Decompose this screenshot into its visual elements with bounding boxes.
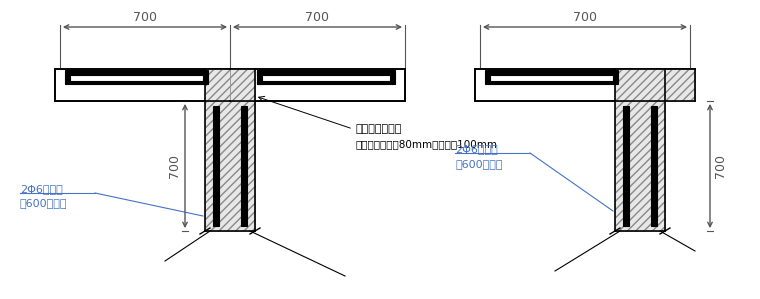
Text: 每600设一道: 每600设一道 — [455, 159, 502, 169]
Bar — [205, 101, 255, 231]
Bar — [475, 69, 695, 101]
Bar — [257, 70, 390, 75]
Text: 2Φ6沿墙高: 2Φ6沿墙高 — [455, 144, 498, 154]
Text: 700: 700 — [133, 11, 157, 24]
Bar — [65, 70, 70, 84]
Bar — [390, 70, 395, 84]
Text: 700: 700 — [168, 154, 181, 178]
Bar — [230, 69, 405, 101]
Text: 拉结筋植入深度80mm，配筋带100mm: 拉结筋植入深度80mm，配筋带100mm — [355, 139, 497, 149]
Bar — [230, 69, 255, 101]
Bar — [485, 70, 490, 84]
Bar — [613, 70, 618, 84]
Bar — [623, 106, 629, 226]
Bar — [490, 81, 613, 84]
Bar — [257, 81, 390, 84]
Bar — [205, 69, 230, 101]
Bar — [490, 70, 613, 75]
Bar — [615, 101, 665, 231]
Bar — [241, 106, 247, 226]
Text: 700: 700 — [306, 11, 330, 24]
Bar — [203, 70, 208, 84]
Bar — [651, 106, 657, 226]
Bar — [257, 70, 262, 84]
Text: 700: 700 — [714, 154, 727, 178]
Bar — [213, 106, 219, 226]
Bar — [70, 81, 203, 84]
Text: 采用结构胶植筋: 采用结构胶植筋 — [355, 124, 401, 134]
Bar — [55, 69, 230, 101]
Text: 每600设一道: 每600设一道 — [20, 198, 68, 208]
Text: 2Φ6沿墙高: 2Φ6沿墙高 — [20, 184, 63, 194]
Bar — [70, 70, 203, 75]
Bar — [615, 69, 695, 101]
Text: 700: 700 — [573, 11, 597, 24]
